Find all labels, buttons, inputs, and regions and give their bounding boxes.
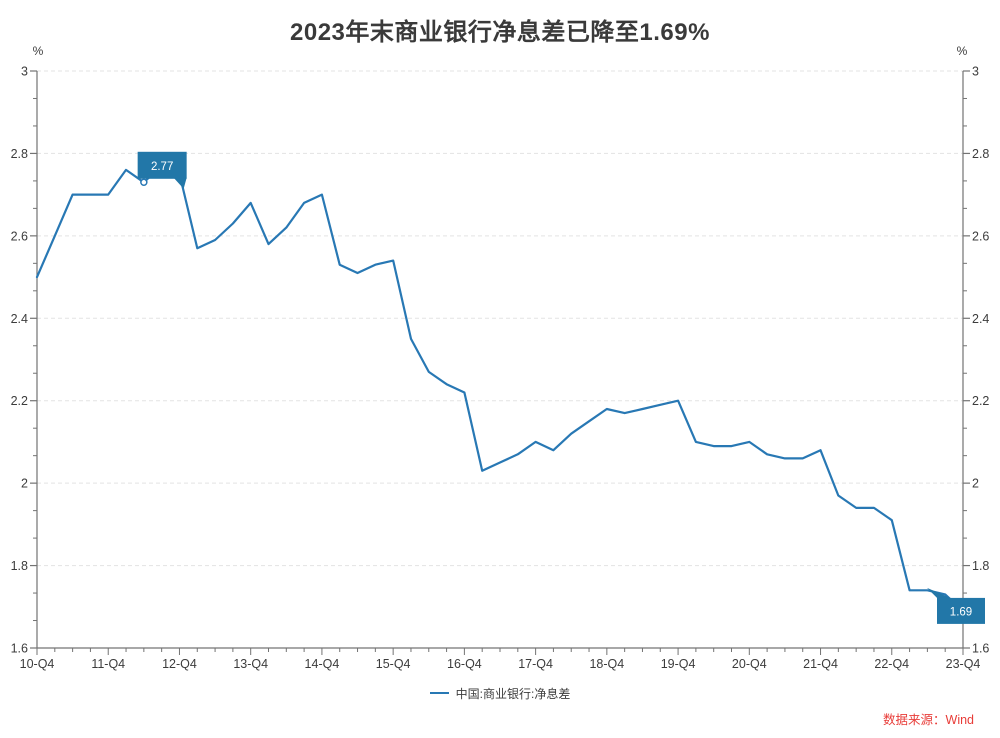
y-axis-label: 2.6 [11,229,28,243]
x-axis-label: 14-Q4 [305,657,340,671]
x-axis-label: 12-Q4 [162,657,197,671]
y-axis-label: 3 [21,65,28,79]
legend-line-swatch [429,692,449,694]
y-axis-label: 2.4 [972,312,989,326]
y-axis-label: 2.6 [972,229,989,243]
y-axis-label: 1.8 [11,559,28,573]
x-axis-label: 19-Q4 [661,657,696,671]
x-axis-label: 17-Q4 [518,657,553,671]
y-axis-label: 1.6 [11,642,28,656]
end-label-value: 1.69 [950,606,972,618]
end-label-tail [927,587,955,600]
y-axis-label: 2.8 [972,147,989,161]
x-axis-label: 13-Q4 [233,657,268,671]
y-axis-label: 1.8 [972,559,989,573]
x-axis-label: 16-Q4 [447,657,482,671]
y-axis-label: 2 [972,477,979,491]
legend: 中国:商业银行:净息差 [0,685,1000,701]
end-label-box [937,597,985,624]
y-axis-unit: % [33,44,44,58]
y-axis-label: 3 [972,65,979,79]
x-axis-label: 21-Q4 [803,657,838,671]
legend-label: 中国:商业银行:净息差 [455,686,571,701]
peak-label-value: 2.77 [151,161,173,173]
y-axis-label: 1.6 [972,642,989,656]
y-axis-label: 2.8 [11,147,28,161]
series-line [35,164,965,613]
y-axis-label: 2 [21,477,28,491]
x-axis-label: 15-Q4 [376,657,411,671]
y-axis-label: 2.4 [11,312,28,326]
peak-label-tail [173,177,187,189]
x-axis-label: 11-Q4 [91,657,125,671]
peak-label-box [137,151,187,179]
x-axis-label: 18-Q4 [589,657,624,671]
x-axis-label: 10-Q4 [20,657,55,671]
y-axis-label: 2.2 [11,394,28,408]
x-axis-label: 23-Q4 [946,657,981,671]
peak-marker-dot [140,178,148,187]
y-axis-unit: % [957,44,968,58]
data-source-note: 数据来源：Wind [883,713,974,727]
x-axis-label: 20-Q4 [732,657,767,671]
chart-title: 2023年末商业银行净息差已降至1.69% [290,19,710,46]
y-axis-label: 2.2 [972,394,989,408]
x-axis-label: 22-Q4 [874,657,909,671]
